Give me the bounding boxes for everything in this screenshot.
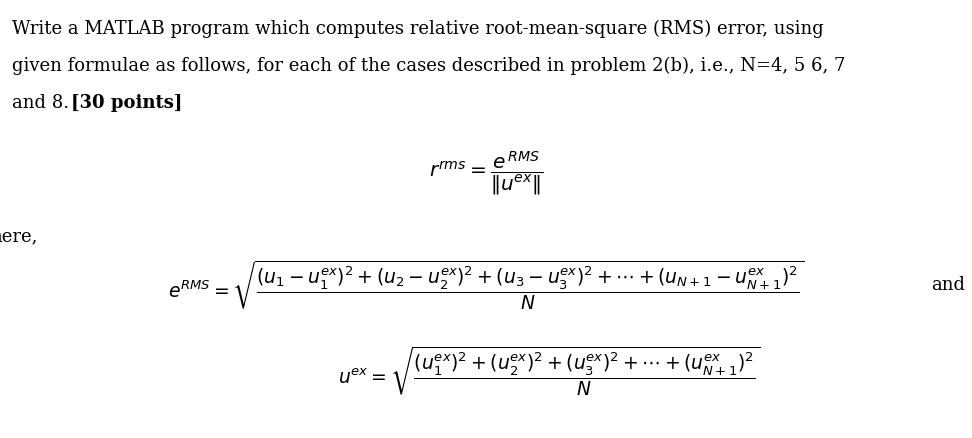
Text: [30 points]: [30 points] bbox=[71, 94, 183, 112]
Text: given formulae as follows, for each of the cases described in problem 2(b), i.e.: given formulae as follows, for each of t… bbox=[12, 57, 845, 75]
Text: $e^{RMS} = \sqrt{\dfrac{(u_1 - u_1^{ex})^2 + (u_2 - u_2^{ex})^2 + (u_3 - u_3^{ex: $e^{RMS} = \sqrt{\dfrac{(u_1 - u_1^{ex})… bbox=[168, 258, 804, 311]
Text: here,: here, bbox=[0, 228, 38, 246]
Text: $r^{rms} = \dfrac{e^{\,RMS}}{\|u^{ex}\|}$: $r^{rms} = \dfrac{e^{\,RMS}}{\|u^{ex}\|}… bbox=[429, 149, 543, 197]
Text: Write a MATLAB program which computes relative root-mean-square (RMS) error, usi: Write a MATLAB program which computes re… bbox=[12, 20, 823, 38]
Text: and 8.: and 8. bbox=[12, 94, 75, 112]
Text: and: and bbox=[931, 276, 965, 294]
Text: $u^{ex} = \sqrt{\dfrac{(u_1^{ex})^2 + (u_2^{ex})^2 + (u_3^{ex})^2 + \cdots + (u_: $u^{ex} = \sqrt{\dfrac{(u_1^{ex})^2 + (u… bbox=[338, 344, 760, 396]
